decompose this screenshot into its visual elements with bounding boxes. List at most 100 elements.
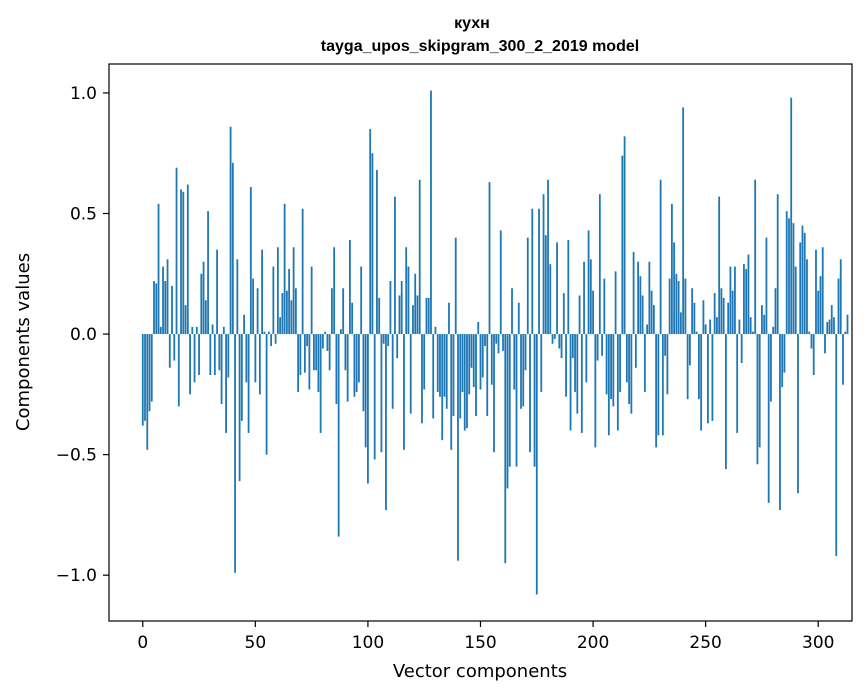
bar-163 [508, 334, 511, 467]
bar-270 [749, 317, 752, 335]
bar-188 [565, 334, 567, 397]
bar-13 [171, 285, 173, 335]
bar-233 [666, 334, 669, 395]
bar-273 [756, 334, 759, 465]
bar-222 [641, 295, 644, 335]
bar-100 [367, 334, 369, 484]
bar-310 [839, 259, 842, 335]
bar-47 [247, 334, 250, 433]
bar-69 [297, 334, 300, 392]
bar-282 [776, 194, 779, 335]
bar-217 [630, 334, 633, 414]
bar-8 [159, 326, 162, 335]
bar-134 [443, 334, 446, 397]
bar-121 [414, 273, 417, 335]
bar-39 [229, 126, 232, 335]
bar-199 [589, 259, 592, 335]
bar-92 [349, 240, 351, 335]
bar-97 [360, 266, 363, 335]
bar-161 [504, 334, 507, 564]
bar-295 [806, 259, 808, 335]
bar-150 [479, 334, 482, 390]
bar-141 [459, 334, 462, 419]
bar-119 [409, 334, 412, 414]
bar-11 [166, 259, 169, 335]
y-tick-label: 1.0 [70, 84, 97, 104]
y-axis-label: Components values [13, 253, 34, 431]
bar-40 [231, 162, 234, 335]
bar-99 [364, 334, 367, 448]
bar-41 [234, 334, 236, 573]
bar-200 [592, 290, 594, 335]
bar-144 [466, 334, 468, 429]
bar-277 [765, 237, 768, 335]
bar-250 [704, 324, 707, 335]
bar-44 [240, 334, 243, 421]
bar-234 [668, 278, 671, 335]
bar-168 [520, 334, 522, 409]
bar-294 [803, 232, 806, 335]
bar-162 [506, 334, 509, 489]
bar-204 [601, 334, 603, 356]
bar-171 [526, 237, 529, 335]
bar-208 [610, 334, 612, 400]
bar-110 [389, 281, 392, 335]
bar-215 [625, 334, 628, 383]
bar-109 [387, 334, 390, 347]
bar-4 [150, 334, 153, 402]
bar-132 [439, 334, 441, 397]
bar-182 [551, 334, 554, 344]
bar-90 [344, 334, 347, 371]
bar-176 [538, 208, 540, 335]
bar-122 [416, 295, 419, 335]
bar-206 [605, 334, 608, 395]
bar-187 [562, 293, 565, 335]
bar-60 [276, 247, 279, 335]
bar-288 [790, 97, 793, 335]
bar-196 [583, 261, 585, 335]
bar-95 [355, 334, 358, 392]
bar-193 [576, 334, 579, 414]
bar-173 [531, 208, 534, 335]
bar-10 [164, 281, 167, 335]
bar-64 [285, 290, 288, 335]
bar-115 [400, 281, 403, 335]
bar-142 [461, 334, 464, 392]
bar-181 [549, 264, 552, 335]
bar-301 [819, 276, 822, 335]
bar-43 [238, 334, 241, 482]
bar-53 [261, 249, 263, 335]
bar-83 [328, 334, 331, 371]
bar-158 [497, 334, 500, 354]
bar-50 [254, 334, 257, 383]
bar-12 [168, 334, 171, 368]
bar-287 [788, 218, 790, 335]
y-tick-label: 0.5 [70, 204, 97, 224]
bar-46 [245, 334, 248, 383]
bar-118 [407, 266, 410, 335]
bar-86 [335, 334, 338, 404]
bar-178 [542, 194, 545, 335]
bar-101 [369, 129, 372, 335]
bar-283 [779, 334, 781, 511]
bar-237 [675, 273, 678, 335]
bar-203 [598, 194, 601, 335]
bar-117 [405, 247, 408, 335]
x-tick-label: 300 [802, 633, 834, 653]
bar-279 [770, 334, 772, 402]
x-tick-label: 150 [464, 633, 496, 653]
bar-42 [236, 259, 239, 335]
bar-19 [184, 305, 187, 335]
bar-79 [319, 334, 322, 433]
bar-184 [556, 242, 558, 335]
bar-78 [317, 334, 320, 392]
bar-147 [472, 334, 475, 388]
bar-16 [177, 334, 180, 407]
bar-72 [303, 334, 306, 373]
bar-216 [628, 334, 630, 404]
bar-96 [358, 334, 360, 383]
bar-238 [677, 281, 680, 335]
bar-210 [614, 271, 617, 335]
bar-108 [385, 334, 387, 511]
